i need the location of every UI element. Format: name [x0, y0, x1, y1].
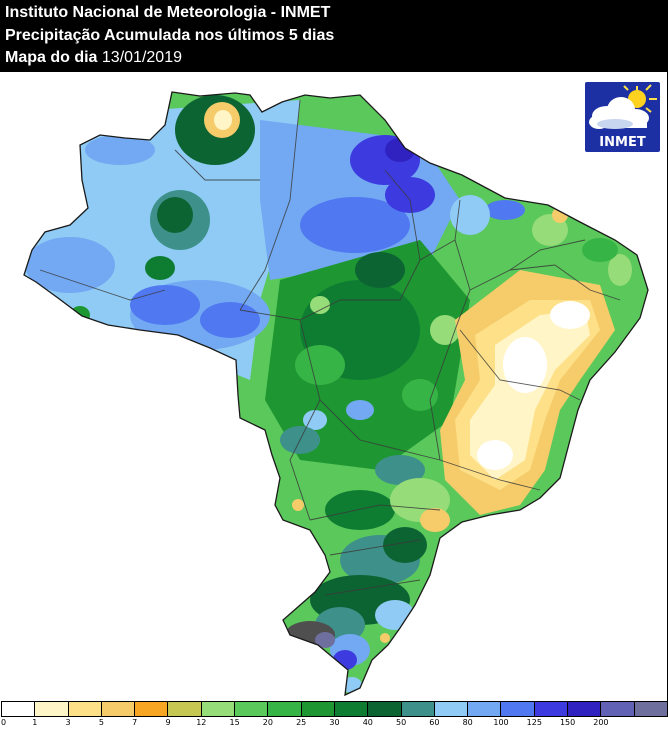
legend-tick-label: 1 [32, 718, 38, 727]
legend-swatch [100, 701, 136, 717]
precipitation-legend: 0 1 3 5 7 9 12 15 20 25 30 40 50 60 80 100 125 150 200 [0, 701, 668, 731]
legend-swatch [1, 701, 36, 717]
date-value: 13/01/2019 [101, 49, 182, 66]
legend-tick-label: 20 [262, 718, 273, 727]
legend-tick-label: 5 [98, 718, 104, 727]
legend-swatch [200, 701, 236, 717]
legend-tick-label: 25 [296, 718, 307, 727]
map-header: Instituto Nacional de Meteorologia - INM… [0, 0, 668, 72]
legend-swatch [134, 701, 169, 717]
legend-swatch [167, 701, 202, 717]
state-borders [39, 99, 621, 596]
map-subtitle: Precipitação Acumulada nos últimos 5 dia… [5, 27, 335, 44]
legend-swatch [367, 701, 402, 717]
legend-tick-label: 60 [429, 718, 440, 727]
legend-tick-label: 40 [362, 718, 373, 727]
inmet-logo-text: INMET [599, 135, 646, 150]
rainfall-fill [24, 92, 648, 695]
legend-swatch [333, 701, 369, 717]
legend-tick-label: 50 [396, 718, 407, 727]
institute-title: Instituto Nacional de Meteorologia - INM… [5, 4, 331, 21]
legend-swatch [567, 701, 602, 717]
inmet-logo: INMET [585, 82, 660, 152]
legend-swatch [666, 701, 668, 717]
legend-swatch [467, 701, 502, 717]
map-date: Mapa do dia 13/01/2019 [5, 48, 182, 68]
legend-tick-label: 125 [526, 718, 542, 727]
legend-swatch [234, 701, 269, 717]
legend-swatch [300, 701, 335, 717]
legend-tick-label: 0 [0, 718, 7, 727]
legend-swatch [34, 701, 69, 717]
legend-tick-label: 30 [329, 718, 340, 727]
legend-swatch [600, 701, 635, 717]
legend-swatch [500, 701, 535, 717]
legend-swatch [633, 701, 668, 717]
legend-swatch [433, 701, 469, 717]
legend-tick-label: 200 [593, 718, 609, 727]
legend-tick-label: 15 [229, 718, 240, 727]
brazil-outline [23, 91, 649, 697]
legend-tick-label: 100 [493, 718, 509, 727]
precipitation-map [0, 72, 668, 701]
legend-color-bar [1, 701, 668, 717]
legend-swatch [267, 701, 302, 717]
legend-tick-labels: 0 1 3 5 7 9 12 15 20 25 30 40 50 60 80 100 125 150 200 [0, 718, 668, 730]
legend-swatch [533, 701, 569, 717]
legend-tick-label: 80 [462, 718, 473, 727]
legend-swatch [400, 701, 435, 717]
legend-tick-label: 150 [559, 718, 576, 727]
legend-tick-label: 7 [132, 718, 138, 727]
legend-tick-label: 12 [196, 718, 207, 727]
date-label: Mapa do dia [5, 49, 98, 66]
legend-tick-label: 3 [65, 718, 71, 727]
legend-tick-label: 9 [165, 718, 171, 727]
brazil-map [23, 91, 649, 697]
legend-swatch [67, 701, 102, 717]
sun-cloud-icon [589, 84, 657, 129]
